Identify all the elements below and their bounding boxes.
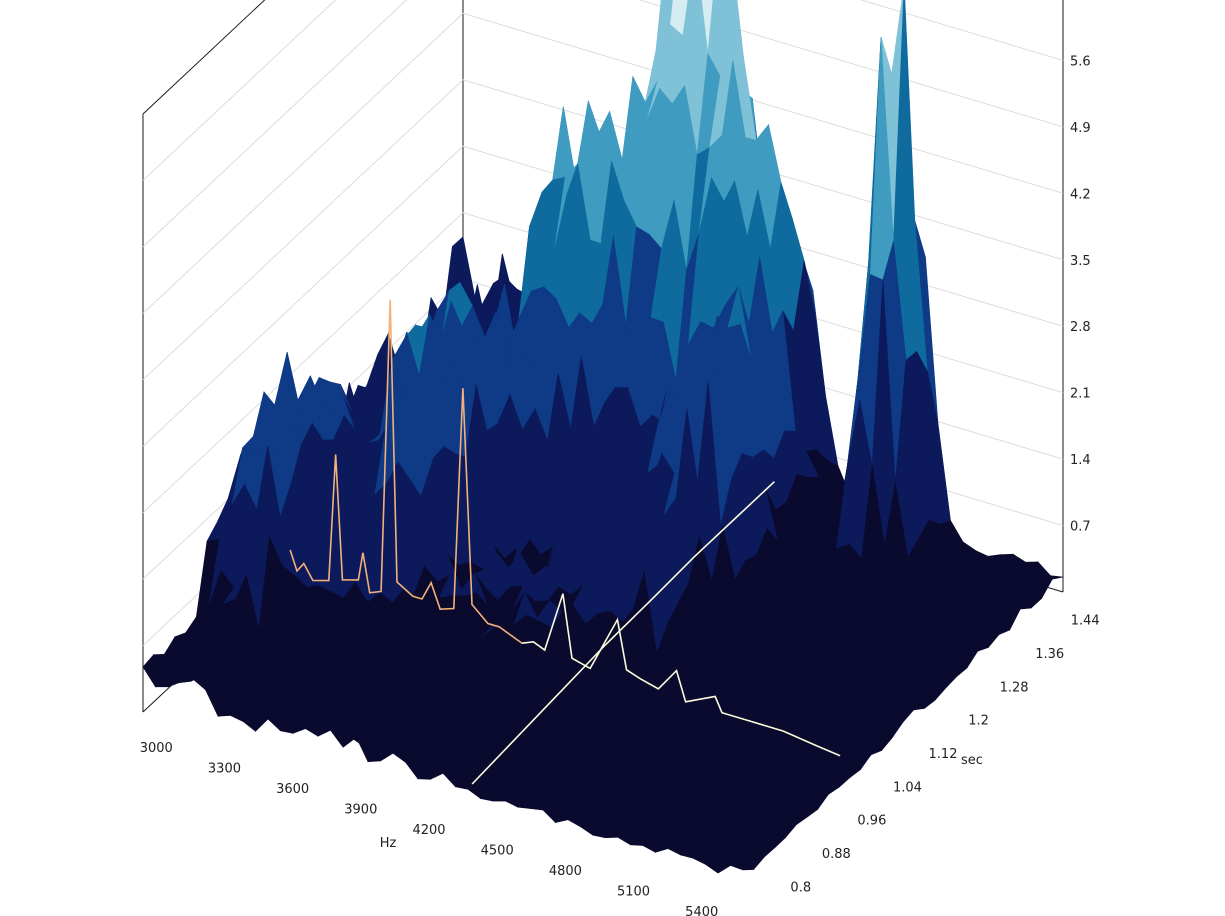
x-tick-label: 4200: [412, 823, 445, 838]
z-gridline: [142, 12, 1064, 314]
z-tick-label: 2.8: [1070, 320, 1091, 335]
z-tick-label: 0.7: [1070, 520, 1091, 535]
z-tick-label: 2.1: [1070, 387, 1091, 402]
z-gridline: [142, 79, 1064, 381]
y-tick-label: 1.44: [1071, 614, 1100, 629]
x-axis-title: Hz: [380, 836, 397, 851]
y-tick-label: 1.12: [929, 747, 958, 762]
y-tick-label: 0.96: [857, 814, 886, 829]
y-tick-label: 0.8: [790, 880, 811, 895]
z-tick-label: 4.2: [1070, 187, 1091, 202]
x-tick-label: 4800: [549, 864, 582, 879]
z-tick-label: 3.5: [1070, 254, 1091, 269]
z-gridline: [142, 0, 1064, 181]
z-tick-label: 4.9: [1070, 121, 1091, 136]
surface-facet: [729, 861, 755, 871]
z-tick-label: 5.6: [1070, 54, 1091, 69]
x-tick-label: 5100: [617, 884, 650, 899]
y-axis-title: sec: [961, 753, 983, 768]
x-tick-label: 3600: [276, 782, 309, 797]
y-tick-label: 1.04: [893, 780, 922, 795]
x-tick-label: 5400: [685, 905, 718, 916]
x-tick-label: 3900: [344, 803, 377, 818]
surface-mesh: [142, 0, 1064, 874]
tick-labels: 3000 3300 3600 3900 4200 4500 4800 5100 5400 0.8 0…: [140, 54, 1100, 916]
y-tick-label: 1.2: [968, 714, 989, 729]
y-tick-label: 0.88: [822, 847, 851, 862]
x-tick-label: 4500: [481, 843, 514, 858]
x-tick-label: 3300: [208, 762, 241, 777]
z-tick-label: 1.4: [1070, 453, 1091, 468]
series-line-3: [471, 481, 775, 785]
z-gridline: [142, 0, 1064, 248]
series-lines: [289, 299, 841, 785]
wall-edge: [142, 0, 266, 115]
z-gridline: [142, 145, 1064, 447]
series-line-1: [289, 299, 523, 644]
y-tick-label: 1.36: [1035, 647, 1064, 662]
y-tick-label: 1.28: [1000, 680, 1029, 695]
series-line-2: [521, 593, 841, 757]
x-tick-label: 3000: [140, 741, 173, 756]
